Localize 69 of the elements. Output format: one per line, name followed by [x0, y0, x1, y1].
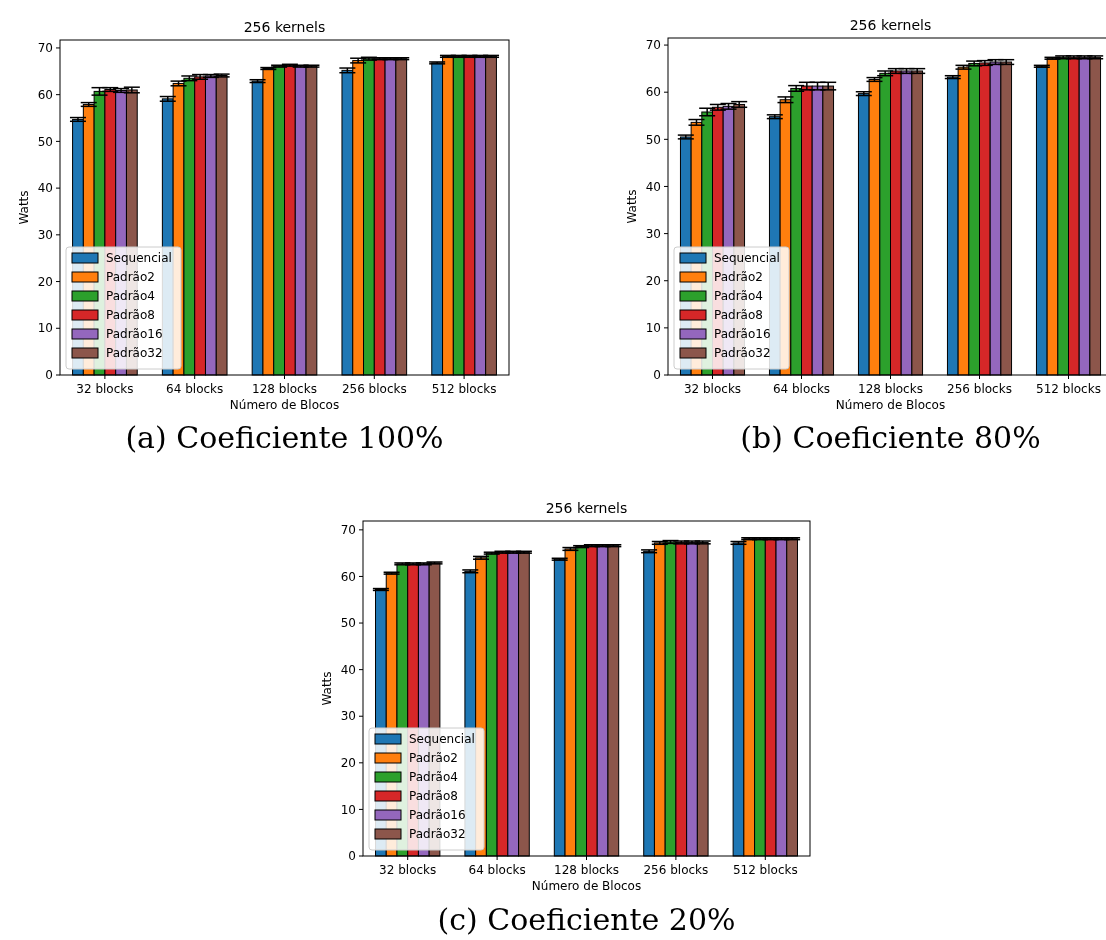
y-tick-label: 70: [340, 523, 356, 538]
y-tick-label: 50: [645, 132, 661, 147]
y-tick-label: 20: [37, 274, 53, 289]
y-tick-label: 0: [45, 368, 53, 383]
y-tick-label: 70: [37, 41, 53, 56]
legend-label: Padrão4: [409, 770, 458, 785]
text: (b) Coeficiente 80%: [740, 420, 1041, 455]
chart-title: 256 kernels: [243, 19, 326, 35]
x-tick-label: 32 blocks: [683, 382, 742, 396]
x-tick-label: 128 blocks: [252, 382, 317, 396]
y-tick-label: 40: [340, 662, 356, 677]
legend-label: Padrão32: [714, 346, 771, 361]
y-axis-title: Watts: [625, 189, 639, 224]
x-tick-label: 512 blocks: [732, 863, 798, 877]
legend-label: Padrão32: [409, 827, 466, 842]
text: (a) Coeficiente 100%: [125, 420, 444, 455]
x-tick-label: 512 blocks: [1036, 382, 1101, 396]
chart-title: 256 kernels: [849, 17, 932, 33]
y-axis-title: Watts: [320, 671, 334, 706]
legend-label: Padrão2: [106, 270, 155, 285]
x-tick-label: 128 blocks: [554, 863, 619, 877]
y-tick-label: 10: [340, 802, 356, 817]
legend-label: Padrão4: [106, 289, 155, 304]
x-tick-label: 256 blocks: [643, 863, 709, 877]
y-tick-label: 60: [645, 85, 661, 100]
legend-label: Padrão2: [409, 751, 458, 766]
y-tick-label: 60: [340, 569, 356, 584]
legend-label: Padrão2: [714, 270, 763, 285]
y-tick-label: 20: [340, 756, 356, 771]
y-tick-label: 60: [37, 87, 53, 102]
chart-title: 256 kernels: [545, 500, 628, 516]
x-tick-label: 256 blocks: [341, 382, 407, 396]
y-tick-label: 30: [645, 226, 661, 241]
x-tick-label: 32 blocks: [76, 382, 134, 396]
x-axis-title: Número de Blocos: [835, 398, 946, 412]
y-tick-label: 10: [37, 321, 53, 336]
legend-label: Padrão8: [106, 308, 155, 323]
y-tick-label: 0: [653, 368, 661, 383]
y-axis-title: Watts: [17, 190, 31, 225]
x-tick-label: 32 blocks: [379, 863, 437, 877]
legend-label: Padrão16: [714, 327, 771, 342]
x-axis-title: Número de Blocos: [229, 398, 340, 412]
y-tick-label: 30: [340, 709, 356, 724]
legend-label: Padrão16: [409, 808, 466, 823]
y-tick-label: 20: [645, 273, 661, 288]
x-tick-label: 128 blocks: [858, 382, 923, 396]
y-tick-label: 40: [645, 179, 661, 194]
x-axis-title: Número de Blocos: [531, 879, 642, 893]
x-tick-label: 64 blocks: [468, 863, 526, 877]
y-tick-label: 70: [645, 38, 661, 53]
y-tick-label: 30: [37, 228, 53, 243]
x-tick-label: 256 blocks: [947, 382, 1012, 396]
x-tick-label: 512 blocks: [431, 382, 497, 396]
y-tick-label: 50: [37, 134, 53, 149]
legend-label: Padrão4: [714, 289, 763, 304]
x-tick-label: 64 blocks: [772, 382, 831, 396]
legend-label: Sequencial: [714, 251, 780, 266]
text: (c) Coeficiente 20%: [437, 902, 736, 937]
y-tick-label: 50: [340, 616, 356, 631]
y-tick-label: 40: [37, 181, 53, 196]
legend-label: Padrão8: [714, 308, 763, 323]
legend-label: Padrão32: [106, 346, 163, 361]
y-tick-label: 0: [348, 849, 356, 864]
x-tick-label: 64 blocks: [166, 382, 224, 396]
y-tick-label: 10: [645, 321, 661, 336]
legend-label: Sequencial: [106, 251, 172, 266]
legend-label: Padrão8: [409, 789, 458, 804]
legend-label: Sequencial: [409, 732, 475, 747]
legend-label: Padrão16: [106, 327, 163, 342]
